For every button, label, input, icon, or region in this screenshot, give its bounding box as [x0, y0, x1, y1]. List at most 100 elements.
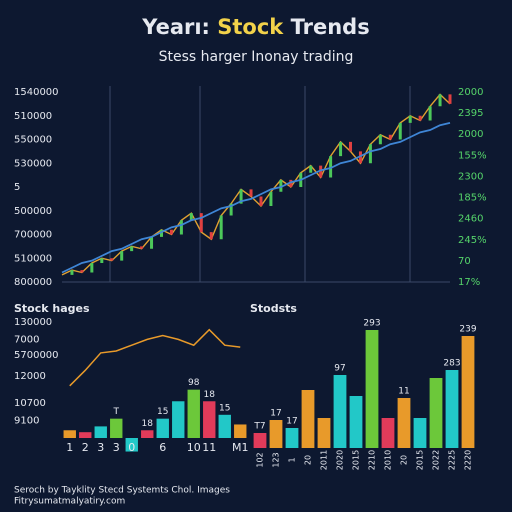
candle — [159, 229, 163, 237]
candle — [249, 189, 253, 197]
candle — [329, 156, 333, 178]
x-tick-label: 2011 — [320, 450, 329, 470]
annotation: 11 — [398, 387, 409, 397]
x-tick-label: 20 — [400, 455, 409, 465]
x-tick-label: 102 — [256, 452, 265, 467]
candle — [259, 196, 263, 206]
panel-title: Stodsts — [250, 302, 297, 315]
candle — [269, 191, 273, 206]
candle — [179, 220, 183, 235]
bar — [141, 430, 154, 438]
y2-tick-label: 2460 — [458, 214, 483, 225]
x-tick-label: M1 — [232, 441, 249, 454]
y-tick-label: 550000 — [14, 135, 52, 146]
x-tick-label: 20 — [304, 455, 313, 465]
y-tick-label: 500000 — [14, 206, 52, 217]
candle — [319, 165, 323, 178]
y-tick-label: 130000 — [14, 317, 52, 328]
y-tick-label: 5 — [14, 182, 20, 193]
y-tick-label: 1540000 — [14, 87, 59, 98]
x-tick-label: 2210 — [368, 450, 377, 470]
y-tick-label: 530000 — [14, 158, 52, 169]
x-tick-label: 123 — [272, 452, 281, 467]
bar — [301, 390, 315, 448]
candle — [209, 232, 213, 240]
panel-title: Stock hages — [14, 302, 90, 315]
candle — [428, 106, 432, 121]
bar — [349, 396, 363, 448]
y-tick-label: 510000 — [14, 111, 52, 122]
annotation: 17 — [270, 409, 281, 419]
candle — [199, 213, 203, 233]
x-tick-label: 6 — [159, 441, 166, 454]
x-tick-label: 11 — [202, 441, 216, 454]
annotation: T — [113, 407, 120, 417]
title-part: Stock — [217, 15, 284, 39]
bar — [285, 428, 299, 448]
subtitle: Stess harger Inonay trading — [159, 49, 354, 65]
candle — [80, 270, 84, 273]
candle — [140, 246, 144, 249]
annotation: T7 — [253, 422, 265, 432]
candle — [229, 203, 233, 216]
candle — [378, 134, 382, 145]
annotation: 18 — [142, 419, 154, 429]
y2-tick-label: 245% — [458, 235, 487, 246]
x-tick-label: 3 — [97, 441, 104, 454]
x-tick-label: 1 — [288, 457, 297, 462]
x-tick-label: 2020 — [336, 450, 345, 470]
annotation: 97 — [334, 364, 345, 374]
bar — [187, 389, 200, 438]
bar — [445, 370, 459, 448]
candle — [219, 215, 223, 240]
candle — [339, 141, 343, 157]
x-tick-label: 0 — [128, 441, 135, 454]
y2-tick-label: 155% — [458, 150, 487, 161]
bar — [125, 438, 138, 452]
series-line — [69, 328, 241, 387]
bar — [413, 418, 427, 448]
bar — [172, 401, 185, 438]
candle — [100, 258, 104, 263]
bar — [429, 378, 443, 448]
candle — [398, 122, 402, 140]
y2-tick-label: 70 — [458, 256, 471, 267]
x-tick-label: 2220 — [464, 450, 473, 470]
y2-tick-label: 2000 — [458, 87, 483, 98]
annotation: 283 — [443, 359, 460, 369]
title-part: Yearı: — [141, 15, 210, 39]
x-tick-label: 3 — [113, 441, 120, 454]
candle — [349, 141, 353, 152]
series-line — [61, 121, 451, 274]
candle — [438, 94, 442, 107]
bar — [381, 418, 395, 448]
bar — [218, 414, 231, 438]
bar — [110, 418, 123, 438]
candle — [368, 144, 372, 164]
bar — [234, 424, 247, 438]
y-tick-label: 9100 — [14, 416, 39, 427]
footer: Seroch by Tayklity Stecd Systemts Chol. … — [14, 486, 230, 496]
candle — [448, 94, 452, 104]
bar — [365, 330, 379, 448]
y2-tick-label: 185% — [458, 193, 487, 204]
candle — [70, 270, 74, 275]
candle — [418, 115, 422, 121]
candle — [358, 151, 362, 164]
candle — [309, 165, 313, 173]
bar — [253, 433, 267, 448]
bar — [203, 401, 216, 438]
candle — [110, 258, 114, 261]
annotation: 98 — [188, 378, 200, 388]
bar — [156, 418, 169, 438]
y-tick-label: 5700000 — [14, 350, 59, 361]
x-tick-label: 1 — [66, 441, 73, 454]
bar — [94, 426, 107, 438]
bar — [317, 418, 331, 448]
annotation: 15 — [157, 407, 168, 417]
y-tick-label: 12000 — [14, 371, 46, 382]
bar — [333, 375, 347, 448]
bar — [397, 398, 411, 448]
candle — [388, 134, 392, 140]
